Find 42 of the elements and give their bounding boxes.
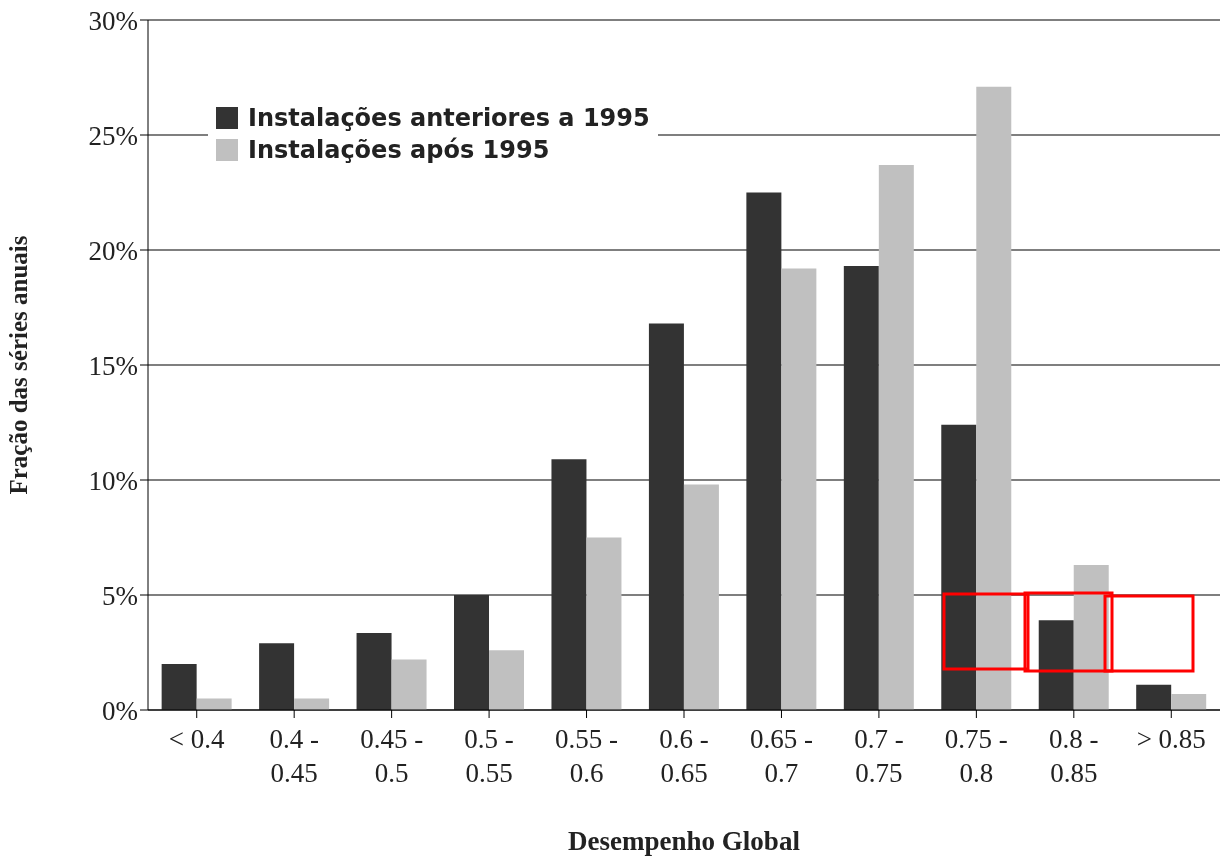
x-tick-label: 0.75 - 0.8 — [944, 724, 1008, 788]
bar — [683, 484, 719, 710]
bar — [781, 268, 817, 710]
y-tick-label: 10% — [88, 465, 138, 496]
x-tick-label: 0.4 - 0.45 — [269, 724, 319, 788]
bar — [941, 424, 977, 710]
bar — [648, 323, 684, 710]
legend-label: Instalações anteriores a 1995 — [247, 103, 650, 134]
y-tick-label: 0% — [102, 695, 138, 726]
bar — [489, 650, 525, 710]
y-axis-title: Fração das séries anuais — [4, 235, 32, 495]
bar — [356, 632, 392, 710]
x-tick-label: 0.6 - 0.65 — [659, 724, 709, 788]
bar — [454, 595, 490, 710]
bar — [843, 266, 879, 710]
x-tick-label: 0.5 - 0.55 — [464, 724, 514, 788]
bar — [1171, 693, 1207, 710]
legend-label: Instalações após 1995 — [247, 135, 551, 166]
y-tick-label: 15% — [88, 350, 138, 381]
x-axis-title: Desempenho Global — [568, 826, 801, 856]
bar — [161, 664, 197, 710]
bar — [1136, 684, 1172, 710]
bar — [551, 459, 587, 710]
x-tick-label: < 0.4 — [168, 724, 226, 754]
bar — [746, 192, 782, 710]
bar — [586, 537, 622, 710]
bar — [878, 164, 914, 710]
y-tick-label: 25% — [88, 120, 138, 151]
x-tick-label: 0.65 - 0.7 — [749, 724, 813, 788]
y-tick-label: 20% — [88, 235, 138, 266]
x-tick-label: 0.7 - 0.75 — [854, 724, 904, 788]
bar — [1073, 565, 1109, 710]
bar — [259, 643, 295, 710]
bar — [1038, 620, 1074, 710]
x-tick-label: 0.8 - 0.85 — [1049, 724, 1099, 788]
bar — [391, 659, 427, 710]
y-tick-label: 30% — [88, 5, 138, 36]
y-tick-label: 5% — [102, 580, 138, 611]
x-tick-label: 0.45 - 0.5 — [360, 724, 424, 788]
bar — [976, 86, 1012, 710]
x-tick-label: 0.55 - 0.6 — [555, 724, 619, 788]
x-tick-label: > 0.85 — [1136, 724, 1206, 754]
